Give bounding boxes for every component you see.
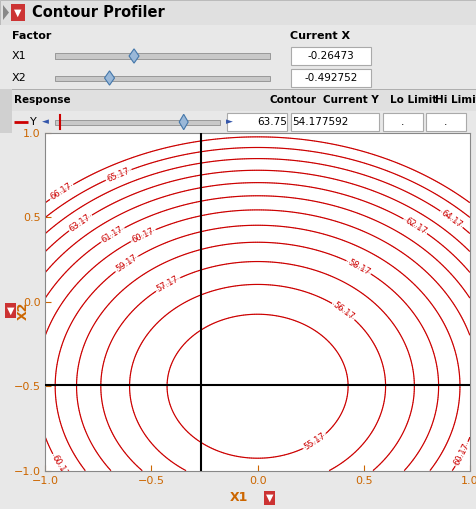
Polygon shape [129, 49, 139, 63]
Bar [425, 113, 465, 131]
Bar [290, 47, 370, 65]
Text: ◄: ◄ [42, 118, 49, 127]
Bar [0, 89, 12, 111]
Text: 60.17: 60.17 [452, 441, 471, 467]
Text: -0.492752: -0.492752 [304, 73, 357, 83]
Text: ▼: ▼ [7, 305, 14, 316]
Text: 63.17: 63.17 [68, 212, 92, 233]
Text: Current X: Current X [289, 31, 349, 41]
Text: 59.17: 59.17 [114, 253, 139, 274]
Text: Hi Limit: Hi Limit [434, 95, 476, 105]
Bar [11, 4, 25, 21]
Text: ►: ► [226, 118, 232, 127]
Polygon shape [3, 5, 9, 20]
Text: 64.17: 64.17 [438, 208, 463, 230]
Bar [382, 113, 422, 131]
Bar [55, 75, 269, 80]
Bar [227, 113, 287, 131]
Text: 56.17: 56.17 [331, 300, 355, 322]
Bar [55, 120, 219, 125]
Bar [0, 111, 12, 133]
Polygon shape [104, 71, 114, 85]
Text: X1: X1 [229, 491, 247, 504]
Text: 65.17: 65.17 [106, 166, 131, 183]
Text: X2: X2 [16, 301, 30, 320]
Text: 58.17: 58.17 [346, 258, 371, 276]
Text: 61.17: 61.17 [100, 224, 125, 245]
Polygon shape [179, 115, 188, 130]
Text: ▼: ▼ [265, 493, 273, 503]
Text: Factor: Factor [12, 31, 51, 41]
Text: 57.17: 57.17 [155, 274, 180, 294]
Text: X1: X1 [12, 51, 27, 61]
Text: 54.177592: 54.177592 [291, 117, 347, 127]
Bar [290, 113, 378, 131]
Text: .: . [400, 117, 404, 127]
Text: 62.17: 62.17 [402, 216, 427, 236]
Text: 66.17: 66.17 [49, 181, 74, 202]
Text: 60.17: 60.17 [130, 226, 156, 244]
Text: Current Y: Current Y [322, 95, 378, 105]
Text: Lo Limit: Lo Limit [389, 95, 436, 105]
Text: -0.26473: -0.26473 [307, 51, 354, 61]
Text: Response: Response [14, 95, 70, 105]
Text: 60.17: 60.17 [50, 454, 69, 478]
Bar [55, 53, 269, 59]
Text: ▼: ▼ [14, 8, 22, 17]
Text: Contour: Contour [269, 95, 317, 105]
Bar [290, 69, 370, 87]
Text: Contour Profiler: Contour Profiler [32, 5, 164, 20]
Text: 55.17: 55.17 [302, 432, 327, 452]
Text: .: . [443, 117, 447, 127]
Text: 63.75: 63.75 [257, 117, 287, 127]
Text: X2: X2 [12, 73, 27, 83]
Text: Y: Y [30, 117, 37, 127]
